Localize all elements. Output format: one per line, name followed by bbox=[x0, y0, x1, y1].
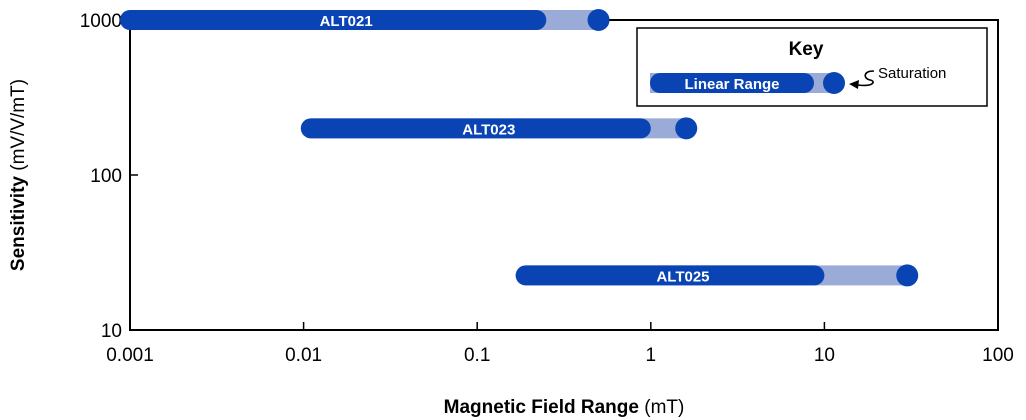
y-tick-label: 1000 bbox=[80, 11, 122, 32]
linear-range-bar bbox=[300, 118, 651, 139]
saturation-dot bbox=[896, 264, 919, 287]
linear-range-bar bbox=[515, 265, 825, 286]
saturation-dot bbox=[587, 9, 610, 31]
range-bar-alt021: ALT021 bbox=[120, 9, 610, 31]
bar-label: ALT023 bbox=[462, 121, 515, 138]
legend-box: Key Linear Range Saturation bbox=[636, 27, 988, 107]
x-tick-label: 1 bbox=[646, 345, 657, 366]
legend-saturation-label: Saturation bbox=[878, 65, 946, 82]
x-tick-label: 10 bbox=[814, 345, 835, 366]
linear-range-bar bbox=[120, 10, 547, 30]
x-tick-label: 0.01 bbox=[285, 345, 322, 366]
saturation-dot bbox=[675, 117, 698, 140]
bar-label: ALT021 bbox=[320, 13, 373, 30]
range-bar-alt023: ALT023 bbox=[300, 117, 698, 140]
bar-label: ALT025 bbox=[656, 268, 709, 285]
x-tick-label: 100 bbox=[982, 345, 1014, 366]
range-bar-alt025: ALT025 bbox=[515, 264, 919, 287]
legend-linear-label: Linear Range bbox=[684, 76, 779, 93]
legend-title: Key bbox=[789, 39, 824, 60]
range-bars: ALT021 ALT023 ALT025 bbox=[120, 9, 919, 287]
x-axis-title-unit: (mT) bbox=[639, 397, 684, 418]
y-axis-title: Sensitivity (mV/V/mT) bbox=[8, 79, 29, 271]
x-axis-title: Magnetic Field Range (mT) bbox=[444, 397, 685, 418]
x-axis-title-main: Magnetic Field Range bbox=[444, 397, 639, 418]
legend-arrow bbox=[857, 70, 875, 87]
y-axis-title-main: Sensitivity bbox=[8, 176, 29, 271]
y-axis-title-unit: (mV/V/mT) bbox=[8, 79, 29, 176]
legend-linear-bar bbox=[650, 73, 814, 93]
y-tick-label: 10 bbox=[101, 321, 122, 342]
legend-arrowhead bbox=[849, 80, 859, 89]
axis-ticks: 0.001 0.01 0.1 1 10 100 10 100 1000 bbox=[80, 11, 1014, 366]
x-tick-label: 0.001 bbox=[106, 345, 154, 366]
legend-saturation-dot bbox=[823, 72, 845, 94]
x-tick-label: 0.1 bbox=[464, 345, 490, 366]
y-tick-label: 100 bbox=[90, 166, 122, 187]
